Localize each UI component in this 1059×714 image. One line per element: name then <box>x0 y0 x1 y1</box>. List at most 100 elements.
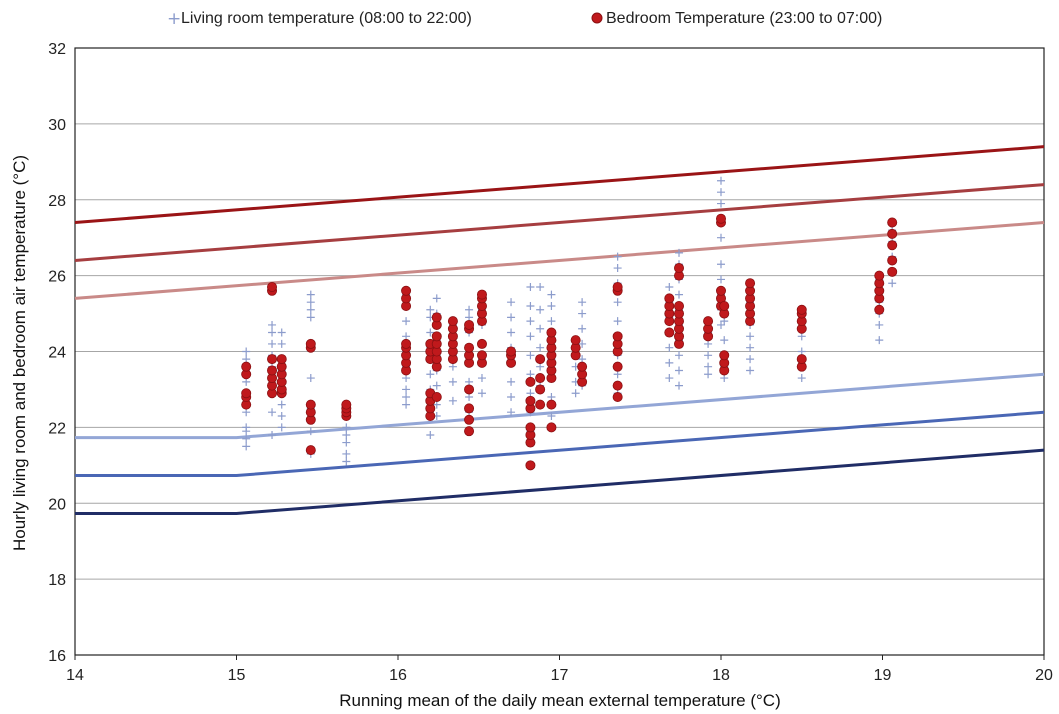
legend-item-living: + Living room temperature (08:00 to 22:0… <box>167 9 472 29</box>
living-room-point <box>342 457 351 466</box>
living-room-point <box>536 324 545 333</box>
bedroom-point <box>267 365 278 376</box>
bedroom-point <box>525 422 536 433</box>
bedroom-point <box>887 266 898 277</box>
living-room-point <box>746 355 755 364</box>
bedroom-point <box>305 399 316 410</box>
bedroom-point <box>719 300 730 311</box>
living-room-point <box>342 449 351 458</box>
living-room-point <box>342 423 351 432</box>
bedroom-point <box>401 338 412 349</box>
living-room-point <box>536 283 545 292</box>
living-room-point <box>277 339 286 348</box>
living-room-point <box>448 396 457 405</box>
bedroom-point <box>546 422 557 433</box>
living-room-point <box>665 374 674 383</box>
living-room-point <box>526 351 535 360</box>
bedroom-point <box>546 327 557 338</box>
legend: + Living room temperature (08:00 to 22:0… <box>167 9 882 29</box>
living-room-point <box>875 320 884 329</box>
bedroom-point <box>674 300 685 311</box>
x-tick-label: 19 <box>874 667 892 684</box>
living-room-point <box>242 442 251 451</box>
living-room-point <box>578 339 587 348</box>
living-room-point <box>306 298 315 307</box>
living-room-point <box>613 252 622 261</box>
living-room-point <box>306 374 315 383</box>
tick-labels: 16 18 20 22 24 26 28 30 32 14 15 16 17 18 19 20 <box>48 41 1053 684</box>
living-room-point <box>717 275 725 284</box>
living-room-point <box>526 317 535 326</box>
living-room-point <box>704 351 713 360</box>
bedroom-point <box>276 354 287 365</box>
bedroom-point <box>887 240 898 251</box>
y-tick-label: 18 <box>48 572 66 589</box>
living-room-point <box>242 347 251 356</box>
reference-line <box>75 448 1045 515</box>
bedroom-point <box>719 350 730 361</box>
bedroom-point <box>241 388 252 399</box>
living-room-point <box>746 332 755 341</box>
bedroom-point <box>431 331 442 342</box>
bedroom-point <box>796 354 807 365</box>
reference-line <box>74 221 1045 300</box>
living-room-point <box>306 313 315 322</box>
bedroom-point <box>447 316 458 327</box>
living-room-point <box>507 377 516 386</box>
living-room-point <box>268 408 277 417</box>
bedroom-point <box>703 316 714 327</box>
bedroom-point <box>577 361 588 372</box>
living-room-point <box>613 264 622 273</box>
bedroom-point <box>525 460 536 471</box>
bedroom-point <box>525 395 536 406</box>
living-room-point <box>675 381 684 390</box>
living-room-point <box>704 370 713 379</box>
living-room-point <box>613 298 622 307</box>
living-room-point <box>547 290 556 299</box>
bedroom-point <box>874 304 885 315</box>
living-room-point <box>526 332 535 341</box>
living-room-point <box>426 305 435 314</box>
living-room-point <box>613 317 622 326</box>
bedroom-point <box>612 392 623 403</box>
bedroom-point <box>464 384 475 395</box>
living-room-point <box>717 260 725 269</box>
bedroom-point <box>476 289 487 300</box>
bedroom-point <box>796 304 807 315</box>
y-axis-title: Hourly living room and bedroom air tempe… <box>10 155 29 551</box>
bedroom-point <box>612 361 623 372</box>
reference-line <box>75 410 1045 478</box>
living-room-point <box>268 328 277 337</box>
bedroom-point <box>401 285 412 296</box>
living-room-point <box>665 343 674 352</box>
living-room-point <box>888 279 897 288</box>
living-room-point <box>675 290 684 299</box>
living-room-point <box>306 305 315 314</box>
living-room-point <box>720 336 729 345</box>
bedroom-point <box>716 213 727 224</box>
legend-item-bedroom: Bedroom Temperature (23:00 to 07:00) <box>591 10 882 27</box>
living-room-point <box>402 317 411 326</box>
living-room-point <box>402 400 411 409</box>
reference-line <box>74 183 1045 262</box>
plus-marker-icon: + <box>167 9 181 29</box>
y-tick-label: 24 <box>48 345 66 362</box>
bedroom-point <box>887 255 898 266</box>
living-room-point <box>268 320 277 329</box>
living-room-point <box>547 411 556 420</box>
living-room-point <box>448 377 457 386</box>
bedroom-point <box>716 285 727 296</box>
bedroom-point <box>664 327 675 338</box>
living-room-point <box>746 343 755 352</box>
living-room-point <box>536 305 545 314</box>
reference-lines <box>74 145 1045 515</box>
bedroom-point <box>887 217 898 228</box>
living-room-point <box>402 393 411 402</box>
bedroom-point <box>535 384 546 395</box>
living-room-point <box>402 385 411 394</box>
bedroom-point <box>464 319 475 330</box>
data-points <box>241 176 898 471</box>
living-room-point <box>277 411 286 420</box>
bedroom-point <box>431 392 442 403</box>
living-room-point <box>277 328 286 337</box>
